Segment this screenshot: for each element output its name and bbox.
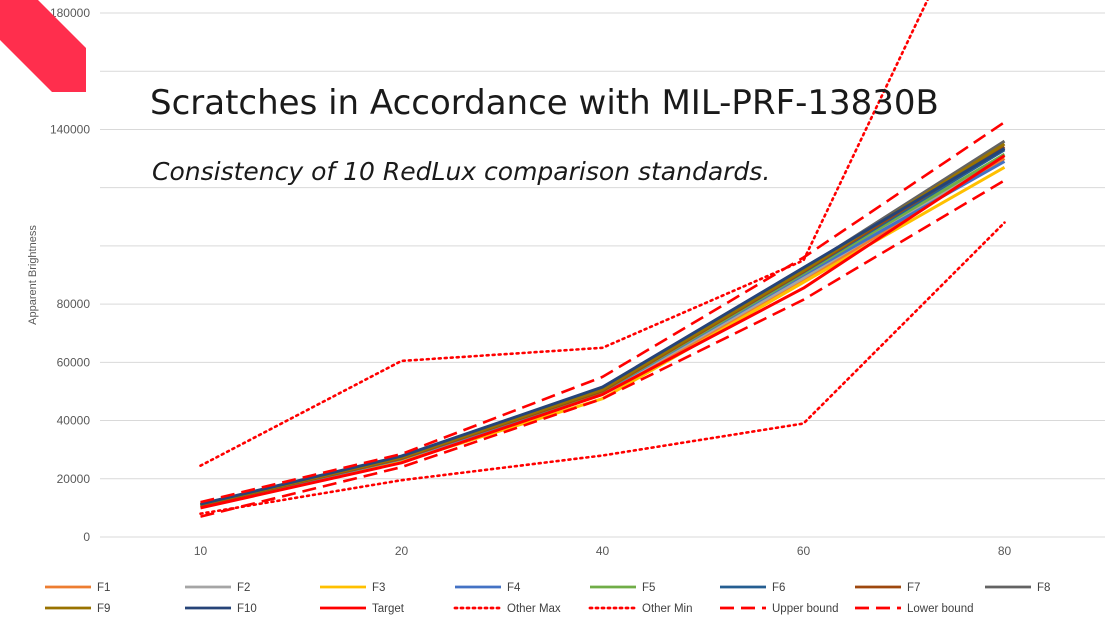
legend-label: F9 bbox=[97, 603, 110, 615]
series-line-f10 bbox=[200, 147, 1006, 506]
series-line-upper-bound bbox=[200, 121, 1006, 504]
legend-label: Upper bound bbox=[772, 603, 839, 615]
legend-item-f6: F6 bbox=[720, 582, 785, 594]
y-tick-label: 80000 bbox=[57, 297, 91, 311]
chart-title: Scratches in Accordance with MIL-PRF-138… bbox=[150, 83, 939, 123]
y-axis-label: Apparent Brightness bbox=[27, 225, 39, 325]
legend-label: F1 bbox=[97, 582, 110, 594]
legend-item-upper-bound: Upper bound bbox=[720, 603, 839, 615]
x-tick-label: 40 bbox=[596, 544, 610, 558]
legend-item-f2: F2 bbox=[185, 582, 250, 594]
legend-item-f7: F7 bbox=[855, 582, 920, 594]
legend-label: F6 bbox=[772, 582, 785, 594]
corner-decoration bbox=[0, 0, 86, 92]
legend-label: Other Max bbox=[507, 603, 561, 615]
legend-item-other-min: Other Min bbox=[588, 603, 693, 615]
legend-item-target: Target bbox=[320, 603, 405, 615]
legend-label: Target bbox=[372, 603, 405, 615]
series-line-f8 bbox=[200, 139, 1006, 506]
gridlines bbox=[100, 12, 1105, 538]
legend-item-other-max: Other Max bbox=[453, 603, 561, 615]
legend-item-f10: F10 bbox=[185, 603, 257, 615]
series-line-f4 bbox=[200, 160, 1006, 508]
legend-label: Other Min bbox=[642, 603, 693, 615]
legend-label: F3 bbox=[372, 582, 385, 594]
legend-label: F4 bbox=[507, 582, 521, 594]
y-tick-labels: 0 20000 40000 60000 80000 140000 180000 bbox=[50, 6, 90, 544]
series-lines bbox=[199, 0, 1006, 518]
series-line-f2 bbox=[200, 154, 1006, 508]
y-tick-label: 140000 bbox=[50, 122, 90, 136]
series-line-other-min bbox=[199, 221, 1006, 516]
series-line-f5 bbox=[200, 152, 1006, 508]
legend-item-f4: F4 bbox=[455, 582, 521, 594]
legend-item-f1: F1 bbox=[45, 582, 110, 594]
legend-label: F8 bbox=[1037, 582, 1050, 594]
x-tick-label: 60 bbox=[797, 544, 811, 558]
series-line-other-max bbox=[199, 0, 929, 468]
y-tick-label: 40000 bbox=[57, 414, 91, 428]
legend-item-f3: F3 bbox=[320, 582, 385, 594]
legend: F1 F2 F3 F4 F5 F6 F7 F8 F9 F10 Target Other Max Othe… bbox=[45, 582, 1050, 615]
legend-label: F10 bbox=[237, 603, 257, 615]
y-tick-label: 20000 bbox=[57, 472, 91, 486]
chart-subtitle: Consistency of 10 RedLux comparison stan… bbox=[152, 157, 770, 186]
series-line-f6 bbox=[200, 148, 1006, 507]
x-tick-label: 20 bbox=[395, 544, 409, 558]
legend-item-f9: F9 bbox=[45, 603, 110, 615]
series-line-f1 bbox=[200, 157, 1006, 508]
series-line-f7 bbox=[200, 145, 1006, 507]
x-tick-labels: 10 20 40 60 80 bbox=[194, 544, 1012, 558]
legend-label: F2 bbox=[237, 582, 250, 594]
legend-item-f5: F5 bbox=[590, 582, 655, 594]
y-tick-label: 60000 bbox=[57, 355, 91, 369]
series-line-f9 bbox=[200, 142, 1006, 507]
x-tick-label: 10 bbox=[194, 544, 208, 558]
legend-item-f8: F8 bbox=[985, 582, 1050, 594]
legend-label: F5 bbox=[642, 582, 655, 594]
legend-label: Lower bound bbox=[907, 603, 974, 615]
y-tick-label: 0 bbox=[83, 530, 90, 544]
series-line-target bbox=[200, 154, 1006, 510]
x-tick-label: 80 bbox=[998, 544, 1012, 558]
legend-label: F7 bbox=[907, 582, 920, 594]
y-tick-label: 180000 bbox=[50, 6, 90, 20]
legend-item-lower-bound: Lower bound bbox=[855, 603, 974, 615]
series-line-lower-bound bbox=[200, 179, 1006, 518]
